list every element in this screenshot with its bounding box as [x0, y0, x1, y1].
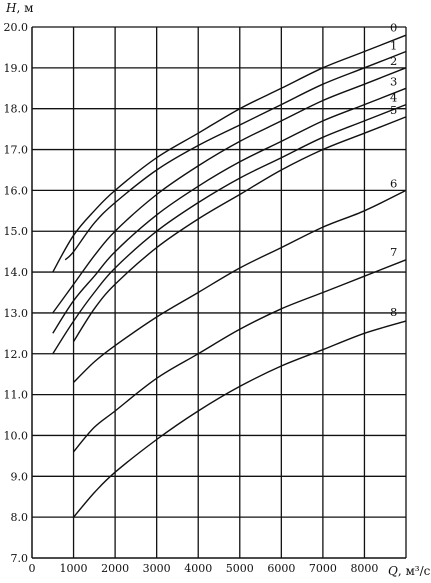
series-label-4: 4 [390, 91, 397, 105]
y-tick-label: 20.0 [4, 21, 29, 34]
x-tick-label: 6000 [267, 562, 295, 575]
y-tick-label: 8.0 [11, 511, 29, 524]
y-tick-label: 15.0 [4, 225, 29, 238]
y-tick-label: 13.0 [4, 307, 29, 320]
y-tick-label: 7.0 [11, 552, 29, 565]
x-axis-symbol: Q [388, 564, 398, 578]
x-axis-unit: , м³/с [398, 564, 431, 578]
series-line-0 [52, 34, 407, 273]
series-line-3 [52, 87, 407, 334]
series-line-1 [64, 50, 407, 261]
y-tick-label: 19.0 [4, 62, 29, 75]
y-tick-label: 14.0 [4, 266, 29, 279]
x-axis-title: Q, м³/с [388, 564, 431, 578]
x-tick-label: 0 [29, 562, 36, 575]
y-tick-label: 18.0 [4, 103, 29, 116]
series-label-7: 7 [390, 245, 397, 259]
curve-labels: 0 12 3 45 6 7 8 [390, 20, 397, 319]
series-line-6 [73, 189, 407, 383]
y-tick-label: 11.0 [4, 389, 29, 402]
series-label-2: 2 [390, 54, 397, 68]
y-axis-title: H, м [5, 1, 33, 15]
series-line-7 [73, 259, 407, 453]
series-label-1: 1 [390, 39, 397, 53]
series-label-6: 6 [390, 176, 397, 190]
tick-labels: 0 1000 2000 3000 4000 5000 6000 7000 8000 7.0 8.0 9… [4, 21, 379, 575]
y-tick-label: 9.0 [11, 470, 29, 483]
y-axis-unit: , м [16, 1, 33, 15]
series-line-5 [73, 116, 407, 342]
series-line-4 [52, 103, 407, 355]
y-tick-label: 16.0 [4, 184, 29, 197]
x-tick-label: 3000 [143, 562, 171, 575]
series-label-5: 5 [390, 103, 397, 117]
y-tick-label: 10.0 [4, 429, 29, 442]
series-line-2 [52, 67, 407, 314]
x-tick-label: 7000 [309, 562, 337, 575]
x-tick-label: 4000 [184, 562, 212, 575]
series-label-8: 8 [390, 305, 397, 319]
curves [52, 34, 407, 518]
series-line-8 [73, 320, 407, 518]
y-tick-label: 17.0 [4, 144, 29, 157]
y-axis-symbol: H [5, 1, 17, 15]
x-tick-label: 5000 [226, 562, 254, 575]
series-label-3: 3 [390, 74, 397, 88]
x-tick-label: 2000 [101, 562, 129, 575]
series-label-0: 0 [390, 20, 397, 34]
grid [31, 26, 407, 559]
x-tick-label: 8000 [350, 562, 378, 575]
x-tick-label: 1000 [60, 562, 88, 575]
y-tick-label: 12.0 [4, 348, 29, 361]
